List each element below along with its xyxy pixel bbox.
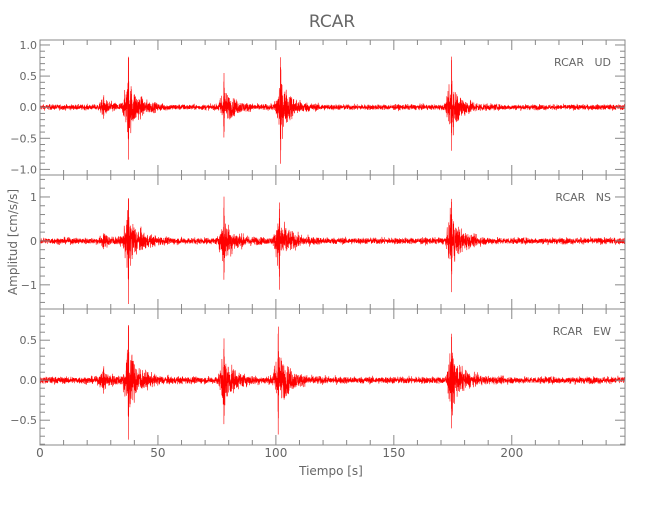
panel-label: RCAR NS (555, 191, 611, 204)
x-tick-label: 0 (36, 446, 44, 460)
y-tick-label: 0.0 (20, 374, 38, 387)
y-tick-label: −1 (21, 279, 37, 292)
x-tick-label: 50 (150, 446, 165, 460)
panel-label: RCAR UD (554, 56, 611, 69)
panel-label: RCAR EW (553, 325, 611, 338)
waveform-0 (39, 56, 626, 164)
x-tick-label: 200 (500, 446, 523, 460)
panel-frame (39, 308, 626, 446)
y-tick-label: 0.5 (20, 70, 38, 83)
chart-title: RCAR (309, 12, 355, 32)
x-tick-label: 150 (382, 446, 405, 460)
y-tick-label: 0.5 (20, 334, 38, 347)
y-tick-label: 0.0 (20, 101, 38, 114)
y-tick-label: 1 (30, 191, 37, 204)
y-tick-label: −0.5 (10, 132, 37, 145)
y-tick-label: 0 (30, 235, 37, 248)
waveform-1 (39, 196, 626, 305)
x-tick-label: 100 (264, 446, 287, 460)
y-axis-label: Amplitud [cm/s/s] (6, 189, 20, 295)
x-axis-label: Tiempo [s] (298, 464, 363, 478)
waveform-2 (39, 324, 626, 440)
y-tick-label: 1.0 (20, 39, 38, 52)
y-tick-label: −1.0 (10, 163, 37, 176)
y-tick-label: −0.5 (10, 414, 37, 427)
